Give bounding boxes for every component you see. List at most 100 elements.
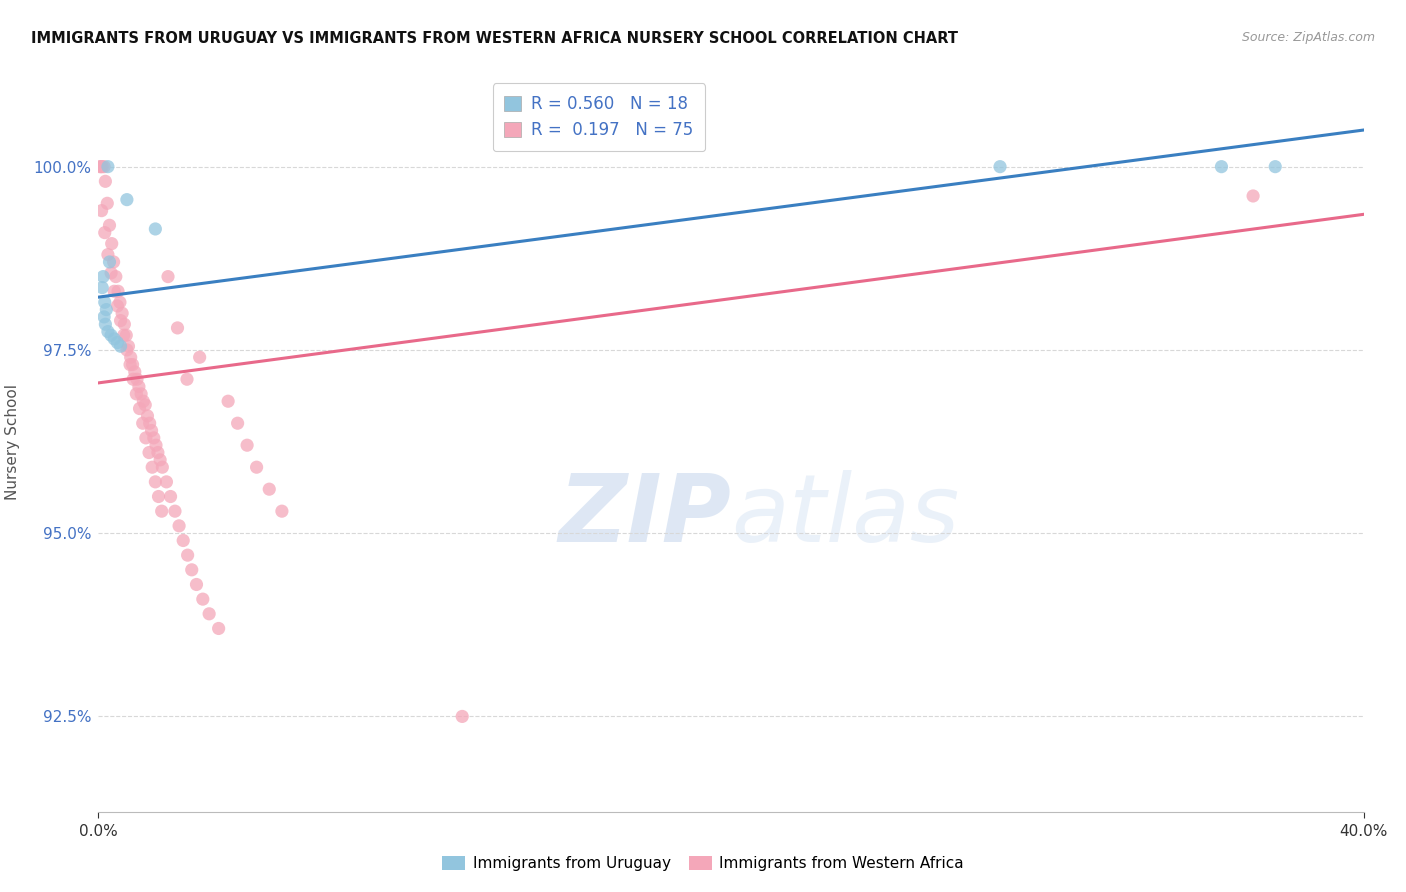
Immigrants from Western Africa — [132, 394, 155, 409]
Immigrants from Western Africa — [122, 372, 145, 386]
Immigrants from Western Africa — [217, 394, 239, 409]
Immigrants from Western Africa — [111, 306, 134, 320]
Immigrants from Western Africa — [157, 269, 180, 284]
Immigrants from Western Africa — [186, 577, 208, 591]
Immigrants from Uruguay — [97, 160, 120, 174]
Immigrants from Western Africa — [167, 519, 190, 533]
Immigrants from Uruguay — [91, 269, 114, 284]
Text: atlas: atlas — [731, 470, 959, 561]
Immigrants from Western Africa — [96, 196, 118, 211]
Immigrants from Western Africa — [91, 160, 114, 174]
Immigrants from Western Africa — [141, 460, 163, 475]
Immigrants from Western Africa — [180, 563, 202, 577]
Immigrants from Western Africa — [115, 328, 138, 343]
Immigrants from Western Africa — [451, 709, 474, 723]
Immigrants from Western Africa — [103, 255, 125, 269]
Immigrants from Western Africa — [124, 365, 146, 379]
Immigrants from Western Africa — [108, 295, 131, 310]
Immigrants from Western Africa — [188, 350, 211, 364]
Immigrants from Western Africa — [141, 424, 163, 438]
Immigrants from Western Africa — [159, 490, 181, 504]
Immigrants from Western Africa — [155, 475, 177, 489]
Immigrants from Uruguay — [93, 310, 115, 324]
Immigrants from Western Africa — [97, 247, 120, 261]
Immigrants from Western Africa — [90, 160, 112, 174]
Immigrants from Uruguay — [100, 328, 122, 343]
Immigrants from Western Africa — [138, 445, 160, 459]
Immigrants from Uruguay — [145, 222, 166, 236]
Immigrants from Western Africa — [150, 504, 173, 518]
Immigrants from Uruguay — [97, 325, 120, 339]
Immigrants from Western Africa — [132, 416, 155, 430]
Immigrants from Western Africa — [125, 387, 148, 401]
Immigrants from Western Africa — [128, 401, 150, 416]
Immigrants from Western Africa — [128, 379, 150, 393]
Immigrants from Western Africa — [145, 475, 166, 489]
Immigrants from Western Africa — [94, 174, 117, 188]
Immigrants from Western Africa — [107, 285, 129, 299]
Immigrants from Western Africa — [112, 328, 135, 343]
Immigrants from Western Africa — [236, 438, 259, 452]
Text: IMMIGRANTS FROM URUGUAY VS IMMIGRANTS FROM WESTERN AFRICA NURSERY SCHOOL CORRELA: IMMIGRANTS FROM URUGUAY VS IMMIGRANTS FR… — [31, 31, 957, 46]
Immigrants from Western Africa — [135, 431, 157, 445]
Immigrants from Uruguay — [988, 160, 1011, 174]
Immigrants from Western Africa — [163, 504, 186, 518]
Immigrants from Western Africa — [117, 339, 139, 353]
Immigrants from Uruguay — [94, 318, 117, 332]
Immigrants from Western Africa — [1241, 189, 1264, 203]
Immigrants from Western Africa — [138, 416, 160, 430]
Immigrants from Western Africa — [107, 299, 129, 313]
Immigrants from Western Africa — [270, 504, 294, 518]
Immigrants from Western Africa — [120, 350, 142, 364]
Immigrants from Western Africa — [198, 607, 221, 621]
Immigrants from Uruguay — [1211, 160, 1233, 174]
Immigrants from Western Africa — [148, 490, 170, 504]
Immigrants from Western Africa — [100, 266, 122, 280]
Immigrants from Western Africa — [136, 409, 159, 423]
Immigrants from Uruguay — [96, 302, 118, 317]
Immigrants from Western Africa — [142, 431, 165, 445]
Legend: Immigrants from Uruguay, Immigrants from Western Africa: Immigrants from Uruguay, Immigrants from… — [436, 850, 970, 877]
Immigrants from Uruguay — [107, 335, 129, 350]
Immigrants from Western Africa — [176, 548, 198, 562]
Immigrants from Western Africa — [166, 321, 188, 335]
Y-axis label: Nursery School: Nursery School — [4, 384, 20, 500]
Immigrants from Uruguay — [93, 295, 117, 310]
Immigrants from Western Africa — [246, 460, 269, 475]
Immigrants from Western Africa — [89, 160, 111, 174]
Immigrants from Uruguay — [1264, 160, 1286, 174]
Text: ZIP: ZIP — [558, 469, 731, 562]
Immigrants from Western Africa — [100, 236, 122, 251]
Immigrants from Uruguay — [98, 255, 121, 269]
Immigrants from Western Africa — [98, 219, 121, 233]
Immigrants from Western Africa — [191, 592, 214, 607]
Immigrants from Western Africa — [129, 387, 152, 401]
Immigrants from Western Africa — [115, 343, 138, 357]
Immigrants from Western Africa — [176, 372, 198, 386]
Immigrants from Uruguay — [91, 280, 114, 294]
Immigrants from Western Africa — [150, 460, 173, 475]
Immigrants from Western Africa — [121, 358, 143, 372]
Immigrants from Western Africa — [112, 318, 135, 332]
Immigrants from Western Africa — [120, 358, 141, 372]
Immigrants from Western Africa — [110, 313, 132, 327]
Immigrants from Western Africa — [134, 398, 156, 412]
Immigrants from Western Africa — [104, 269, 127, 284]
Immigrants from Western Africa — [208, 622, 231, 636]
Immigrants from Western Africa — [226, 416, 249, 430]
Immigrants from Western Africa — [125, 372, 148, 386]
Immigrants from Western Africa — [259, 482, 281, 496]
Immigrants from Western Africa — [146, 445, 169, 459]
Immigrants from Western Africa — [172, 533, 194, 548]
Immigrants from Western Africa — [103, 285, 125, 299]
Immigrants from Western Africa — [149, 453, 172, 467]
Immigrants from Western Africa — [93, 160, 115, 174]
Immigrants from Western Africa — [145, 438, 167, 452]
Text: Source: ZipAtlas.com: Source: ZipAtlas.com — [1241, 31, 1375, 45]
Immigrants from Western Africa — [90, 203, 112, 218]
Immigrants from Uruguay — [110, 339, 132, 353]
Immigrants from Uruguay — [103, 332, 125, 346]
Legend: R = 0.560   N = 18, R =  0.197   N = 75: R = 0.560 N = 18, R = 0.197 N = 75 — [492, 83, 704, 151]
Immigrants from Western Africa — [93, 226, 117, 240]
Immigrants from Uruguay — [115, 193, 138, 207]
